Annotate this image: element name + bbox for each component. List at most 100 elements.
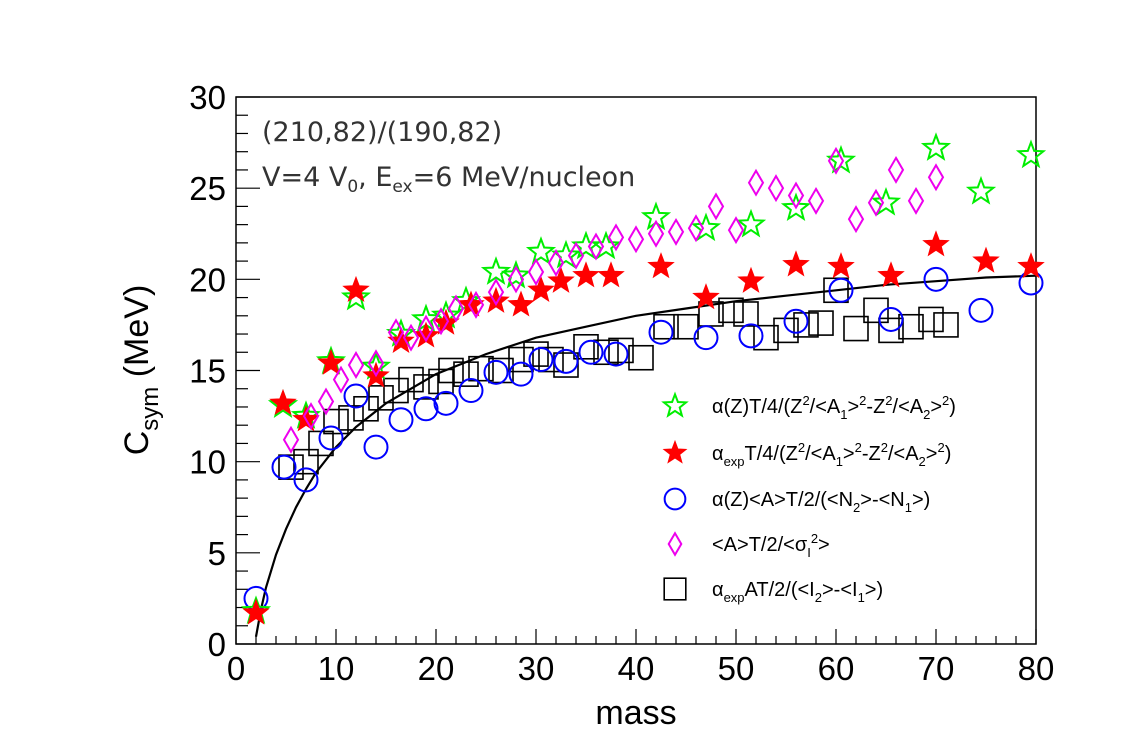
legend-entry: <A>T/2/<σI2>	[667, 531, 830, 560]
data-point-open-square	[808, 310, 834, 336]
series-open-diamonds	[282, 146, 945, 454]
data-point-filled-star	[342, 275, 370, 302]
legend-label-part: α(Z)<A>T/2/(<N	[712, 489, 853, 511]
data-point-open-circle	[483, 359, 509, 385]
series-alpha-exp-stars	[242, 230, 1045, 625]
data-point-open-circle	[828, 277, 854, 303]
data-point-open-diamond	[787, 181, 805, 210]
legend-label-part: >-<N	[860, 489, 904, 511]
data-point-open-diamond	[687, 214, 705, 243]
legend-label-part: 2	[802, 393, 809, 408]
data-point-open-diamond	[332, 365, 350, 394]
legend-label-part: 2	[811, 531, 818, 546]
data-point-open-diamond	[282, 425, 300, 454]
data-point-filled-star	[782, 250, 810, 277]
legend: α(Z)T/4/(Z2/<A1>2-Z2/<A2>2)αexpT/4/(Z2/<…	[661, 391, 956, 605]
series-open-squares	[278, 277, 959, 480]
data-points-layer	[240, 132, 1047, 625]
x-tick-label: 50	[718, 650, 755, 687]
legend-label-part: 2	[923, 407, 930, 422]
data-point-open-diamond	[607, 223, 625, 252]
data-point-open-diamond	[432, 307, 450, 336]
data-point-open-square	[293, 448, 319, 475]
data-point-open-square	[468, 355, 494, 382]
annotation-nuclei: (210,82)/(190,82)	[262, 117, 502, 148]
data-point-open-diamond	[567, 241, 585, 270]
data-point-open-square	[628, 344, 654, 371]
x-tick-label: 40	[618, 650, 655, 687]
legend-entry: α(Z)T/4/(Z2/<A1>2-Z2/<A2>2)	[661, 391, 956, 422]
data-point-open-diamond	[827, 146, 845, 175]
x-tick-label: 20	[418, 650, 455, 687]
data-point-open-star	[870, 186, 902, 216]
data-point-open-star	[920, 132, 952, 161]
data-point-open-square	[323, 408, 349, 435]
legend-label-part: exp	[724, 454, 745, 469]
y-tick-label: 30	[189, 79, 226, 116]
legend-label-part: /<A	[805, 443, 836, 465]
data-point-filled-star	[647, 252, 675, 279]
y-tick-label: 5	[208, 535, 226, 572]
data-point-open-square	[398, 366, 424, 393]
y-axis-title: Csym (MeV)	[118, 285, 164, 456]
data-point-open-square	[863, 297, 889, 324]
data-point-open-star	[965, 175, 997, 205]
legend-label-part: AT/2/(<I	[745, 579, 815, 601]
x-axis-title: mass	[595, 694, 676, 732]
x-tick-label: 30	[518, 650, 555, 687]
data-point-open-diamond	[907, 186, 925, 215]
legend-label-part: 1	[858, 590, 865, 605]
data-point-open-star	[690, 212, 722, 242]
data-point-open-diamond	[807, 186, 825, 215]
data-point-open-square	[353, 395, 379, 422]
data-point-open-square	[278, 454, 304, 480]
legend-label-part: 2	[885, 393, 892, 408]
legend-label-part: 2	[919, 454, 926, 469]
legend-label: α(Z)<A>T/2/(<N2>-<N1>)	[712, 489, 930, 515]
legend-label-part: α(Z)T/4/(Z	[712, 396, 802, 418]
data-point-open-diamond	[547, 248, 565, 277]
legend-label-part: 2	[942, 393, 949, 408]
legend-label-part: α	[712, 579, 724, 601]
legend-label-part: )	[945, 443, 952, 465]
y-tick-label: 25	[189, 170, 226, 207]
data-point-filled-star	[972, 246, 1000, 273]
series-alpha-Z-stars	[240, 132, 1047, 624]
legend-label-part: >	[926, 443, 938, 465]
data-point-open-circle	[363, 434, 389, 460]
fit-curve-line	[254, 274, 1036, 637]
data-point-open-star	[590, 230, 622, 260]
legend-entry: αexpAT/2/(<I2>-<I1>)	[663, 577, 883, 605]
legend-label-part: 2	[859, 393, 866, 408]
data-point-open-circle	[648, 319, 674, 345]
legend-label-part: I	[807, 545, 811, 560]
data-point-open-square	[438, 357, 464, 384]
data-point-open-square	[918, 306, 944, 333]
data-point-open-star	[1015, 139, 1047, 169]
legend-marker	[667, 531, 683, 557]
data-point-open-square	[773, 317, 799, 344]
x-tick-label: 70	[918, 650, 955, 687]
data-point-open-square	[933, 312, 959, 338]
data-point-open-circle	[458, 378, 484, 404]
legend-label-part: >)	[912, 489, 930, 511]
data-point-open-diamond	[507, 265, 525, 294]
y-tick-label: 15	[189, 353, 226, 390]
data-point-filled-star	[242, 598, 270, 625]
y-tick-label: 10	[189, 444, 226, 481]
data-point-open-square	[383, 377, 409, 404]
x-tick-label: 80	[1018, 650, 1055, 687]
data-point-open-star	[480, 256, 512, 285]
data-point-open-circle	[968, 297, 994, 323]
data-point-open-circle	[343, 383, 369, 409]
legend-label-part: 1	[840, 407, 847, 422]
legend-label-part: >	[843, 443, 855, 465]
legend-label-part: )	[949, 396, 956, 418]
x-tick-label: 0	[227, 650, 245, 687]
data-point-open-diamond	[527, 258, 545, 287]
data-point-open-diamond	[487, 278, 505, 307]
data-point-open-diamond	[467, 290, 485, 319]
data-point-open-diamond	[402, 323, 420, 352]
data-point-open-circle	[271, 454, 297, 480]
